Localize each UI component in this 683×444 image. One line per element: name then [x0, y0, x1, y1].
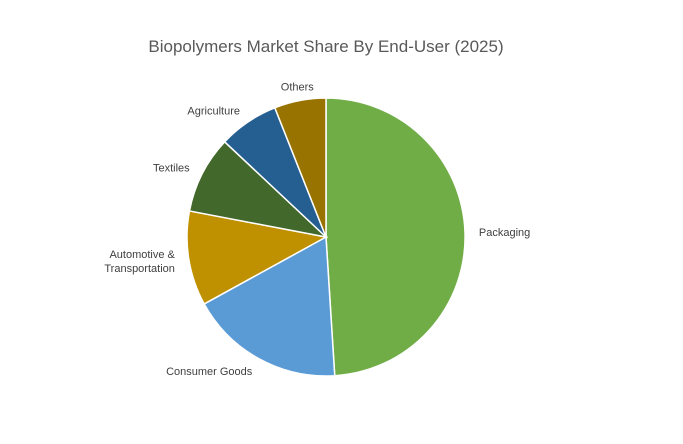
slice-label-others: Others	[281, 82, 315, 94]
chart-title: Biopolymers Market Share By End-User (20…	[148, 37, 503, 56]
slice-labels: Packaging Consumer Goods Automotive & Trans…	[104, 82, 530, 378]
pie-slices	[186, 97, 466, 377]
pie-slice-packaging	[325, 97, 466, 377]
slice-label-automotive-transportation: Automotive & Transportation	[104, 249, 175, 275]
slice-label-agriculture: Agriculture	[187, 106, 240, 118]
slice-label-consumer-goods: Consumer Goods	[166, 366, 253, 378]
pie-slice-others	[273, 97, 327, 238]
slice-label-textiles: Textiles	[153, 163, 190, 175]
slice-label-packaging: Packaging	[479, 227, 530, 239]
pie-slice-consumer-goods	[203, 235, 336, 377]
pie-slice-automotive-transportation	[186, 210, 329, 305]
